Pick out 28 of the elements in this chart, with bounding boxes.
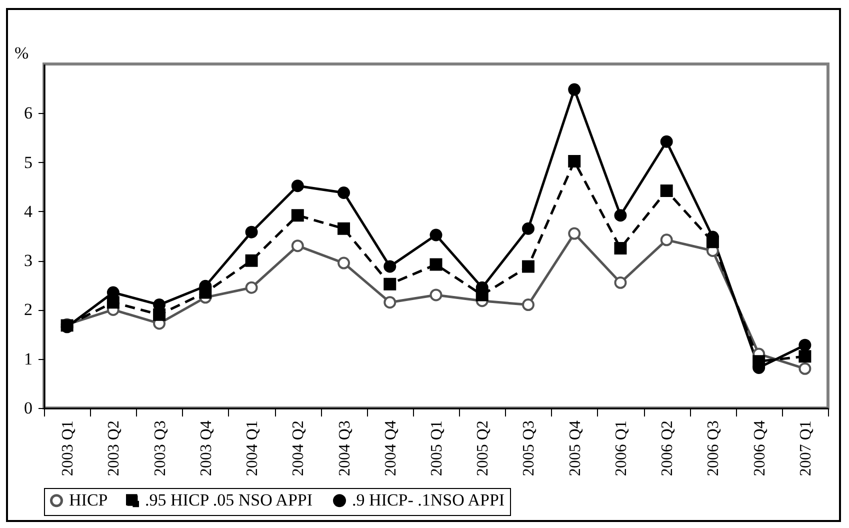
x-tick-label: 2005 Q1 [428, 420, 446, 476]
y-axis-title: % [14, 44, 29, 62]
x-tick-label: 2003 Q4 [198, 420, 215, 476]
x-tick-label: 2003 Q3 [152, 420, 169, 476]
x-tick-label: 2004 Q2 [290, 420, 308, 476]
x-tick-label: 2006 Q3 [705, 420, 722, 476]
x-tick-label: 2003 Q1 [60, 420, 77, 476]
x-tick-label: 2006 Q1 [612, 420, 630, 476]
x-tick-label: 2004 Q4 [382, 420, 400, 476]
legend-label: HICP [69, 490, 108, 510]
legend-label: .9 HICP- .1NSO APPI [352, 490, 505, 510]
y-tick-label: 2 [24, 300, 32, 320]
x-tick-label: 2003 Q2 [106, 420, 123, 476]
y-tick-label: 1 [24, 349, 32, 368]
x-tick-label: 2004 Q1 [244, 420, 262, 476]
y-tick-label: 4 [24, 202, 33, 221]
x-tick-label: 2007 Q1 [797, 420, 814, 476]
x-tick-label: 2006 Q2 [659, 420, 676, 476]
x-tick-label: 2006 Q4 [751, 420, 768, 476]
y-tick-label: 0 [24, 398, 32, 418]
y-tick-label: 5 [24, 152, 32, 172]
y-tick-label: 6 [24, 104, 32, 123]
x-tick-label: 2004 Q3 [336, 420, 354, 476]
legend-label: .95 HICP .05 NSO APPI [145, 490, 313, 510]
x-tick-label: 2005 Q2 [474, 420, 492, 476]
y-tick-label: 3 [24, 251, 32, 270]
x-tick-label: 2005 Q3 [520, 420, 538, 476]
x-tick-label: 2005 Q4 [566, 420, 584, 476]
